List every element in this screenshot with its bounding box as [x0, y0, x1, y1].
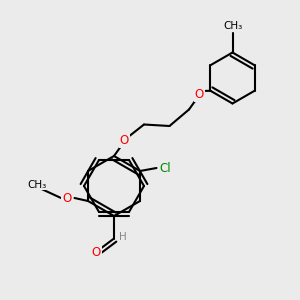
Text: Cl: Cl — [160, 161, 171, 175]
Text: O: O — [62, 191, 72, 205]
Text: O: O — [92, 245, 100, 259]
Text: H: H — [118, 232, 126, 242]
Text: O: O — [120, 134, 129, 148]
Text: CH₃: CH₃ — [27, 179, 46, 190]
Text: O: O — [195, 88, 204, 101]
Text: CH₃: CH₃ — [223, 21, 242, 32]
